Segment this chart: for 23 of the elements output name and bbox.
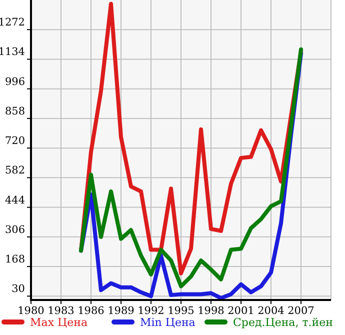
x-tick-label: 2001 [228, 305, 254, 317]
x-tick-label: 1989 [108, 305, 134, 317]
y-tick-label: 1272 [0, 16, 25, 29]
legend-label: Сред.Цена, т.йен [233, 316, 333, 329]
y-tick-label: 30 [12, 283, 25, 296]
x-tick-label: 2004 [258, 305, 285, 317]
x-tick-label: 1980 [18, 305, 44, 317]
x-tick-label: 1995 [168, 305, 194, 317]
y-tick-label: 306 [4, 224, 26, 236]
y-tick-label: 720 [4, 135, 25, 148]
y-tick-label: 444 [4, 194, 26, 206]
legend-label: Min Цена [140, 316, 196, 329]
x-tick-label: 1992 [138, 305, 164, 317]
y-tick-label: 168 [4, 254, 25, 266]
x-tick-label: 1998 [198, 305, 224, 317]
y-tick-label: 582 [4, 164, 25, 177]
x-tick-label: 2007 [288, 305, 314, 317]
y-tick-label: 996 [4, 76, 26, 88]
x-tick-label: 1983 [48, 305, 74, 317]
x-tick-label: 1986 [78, 305, 105, 317]
legend-label: Max Цена [30, 316, 88, 329]
y-tick-label: 1134 [0, 46, 26, 58]
y-tick-label: 858 [4, 105, 25, 118]
